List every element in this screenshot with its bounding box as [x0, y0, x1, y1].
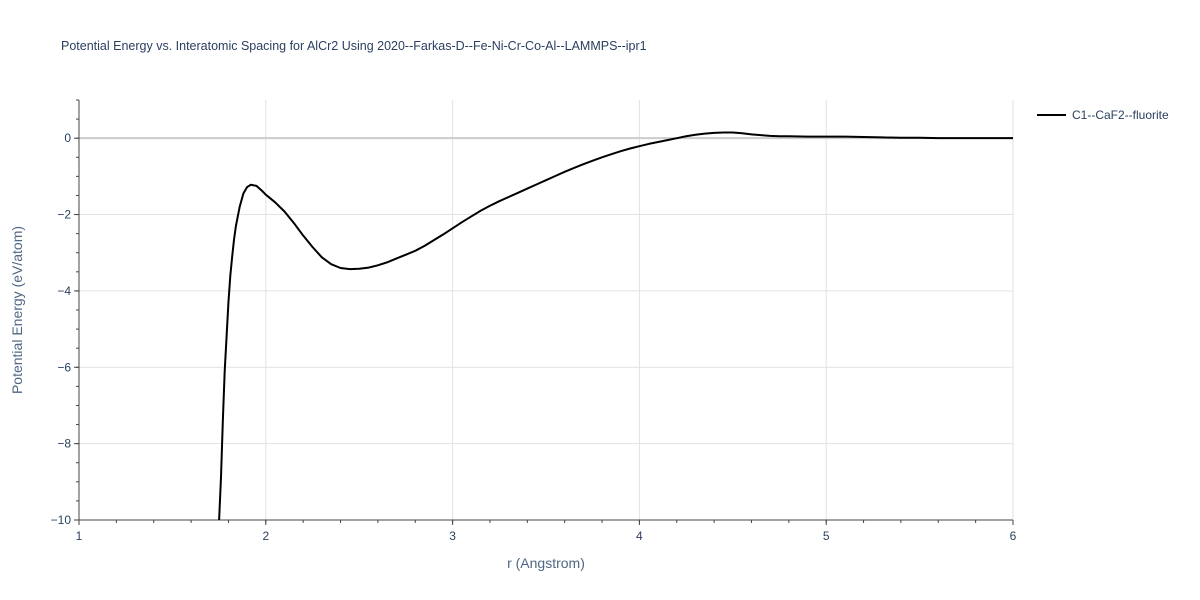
series-line-0 — [218, 131, 1013, 520]
x-tick-label: 6 — [1010, 529, 1017, 543]
chart-title: Potential Energy vs. Interatomic Spacing… — [61, 39, 647, 53]
tick-labels: 1 2 3 4 5 6 0 −2 −4 −6 −8 −10 — [51, 99, 1017, 543]
legend-label-0: C1--CaF2--fluorite — [1072, 108, 1169, 122]
y-tick-label: −6 — [57, 360, 71, 374]
y-tick-label: −4 — [57, 284, 71, 298]
y-tick-label: 0 — [64, 131, 71, 145]
x-axis-title: r (Angstrom) — [507, 555, 585, 571]
x-tick-label: 4 — [636, 529, 643, 543]
x-tick-label: 3 — [449, 529, 456, 543]
y-axis-title: Potential Energy (eV/atom) — [9, 226, 25, 394]
x-tick-label: 5 — [823, 529, 830, 543]
series-layer — [218, 131, 1013, 520]
grid — [79, 100, 1014, 520]
x-tick-label: 2 — [262, 529, 269, 543]
legend[interactable]: C1--CaF2--fluorite — [1037, 108, 1169, 122]
y-tick-label: −2 — [57, 208, 71, 222]
y-tick-label: −10 — [51, 513, 72, 527]
y-tick-label: −8 — [57, 437, 71, 451]
axes — [78, 100, 1013, 521]
x-tick-label: 1 — [76, 529, 83, 543]
